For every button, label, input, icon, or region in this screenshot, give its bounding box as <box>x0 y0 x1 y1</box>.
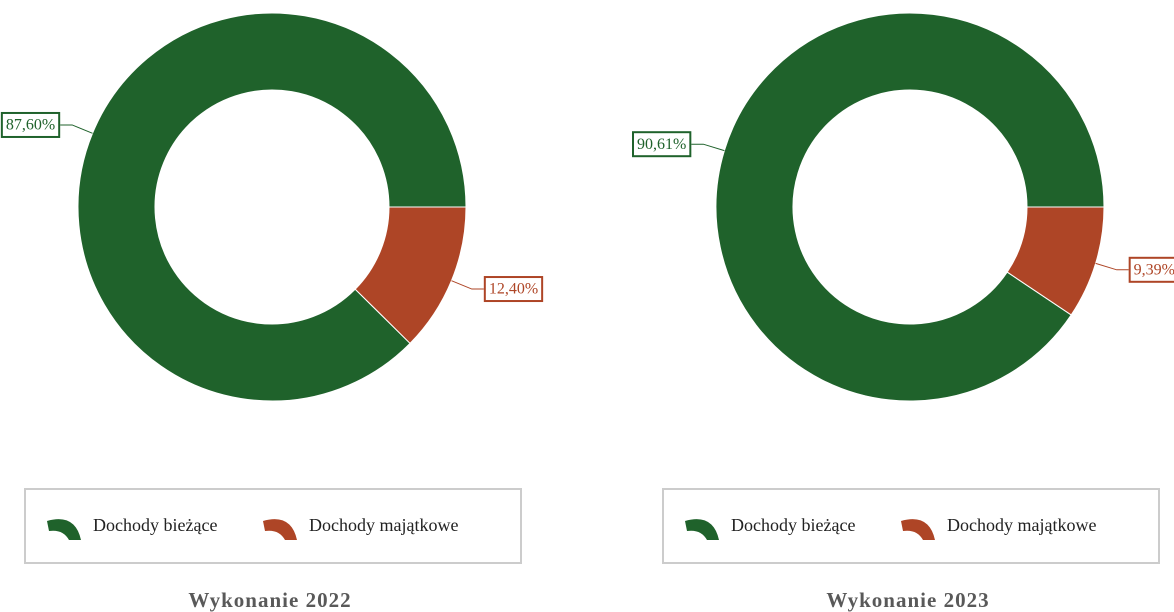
legend-label: Dochody bieżące <box>731 515 855 535</box>
legend-icon <box>263 519 297 540</box>
data-label: 12,40% <box>489 281 538 298</box>
legend-label: Dochody majątkowe <box>309 515 458 535</box>
data-label: 87,60% <box>6 117 55 134</box>
legend-icon <box>47 519 81 540</box>
chart-title: Wykonanie 2022 <box>188 588 351 612</box>
data-label-box <box>0 111 61 138</box>
legend-label: Dochody majątkowe <box>947 515 1096 535</box>
donut-slice <box>77 12 467 402</box>
legend-icon <box>901 519 935 540</box>
data-label-box <box>632 131 692 158</box>
leader-line <box>451 280 484 290</box>
legend-label: Dochody bieżące <box>93 515 217 535</box>
data-label: 9,39% <box>1134 261 1174 278</box>
donut-slice <box>354 206 467 345</box>
data-label: 90,61% <box>637 136 686 153</box>
donut-slice <box>715 12 1105 402</box>
leader-line <box>60 124 93 134</box>
legend-icon <box>685 519 719 540</box>
data-label-box <box>1128 256 1174 283</box>
chart-title: Wykonanie 2023 <box>826 588 989 612</box>
leader-line <box>1095 262 1129 271</box>
leader-line <box>691 143 725 152</box>
donut-slice <box>1006 206 1105 316</box>
data-label-box <box>483 276 544 303</box>
